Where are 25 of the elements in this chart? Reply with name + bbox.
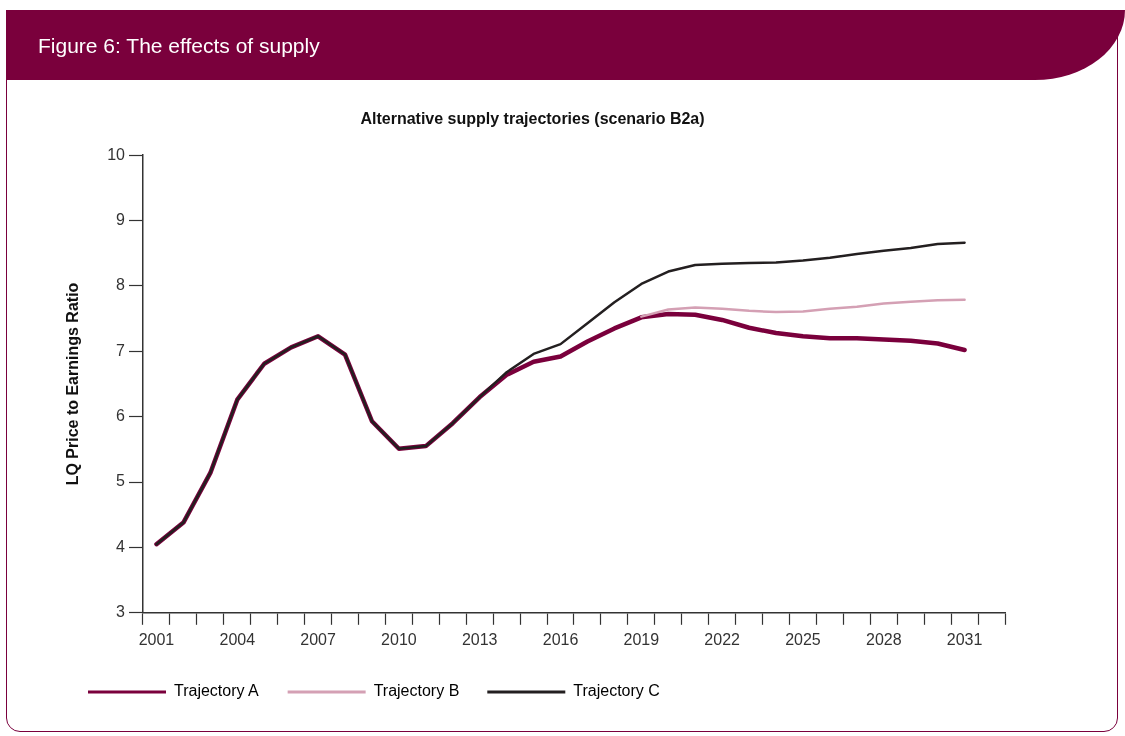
legend-label: Trajectory A	[174, 682, 260, 700]
x-tick-label: 2016	[542, 630, 579, 648]
y-tick-label: 4	[116, 537, 126, 555]
y-tick-label: 5	[116, 472, 126, 490]
y-axis-title: LQ Price to Earnings Ratio	[64, 282, 82, 486]
y-tick-label: 6	[116, 407, 126, 425]
y-tick-label: 7	[116, 341, 126, 359]
x-tick-label: 2007	[300, 630, 336, 648]
x-tick-label: 2010	[381, 630, 417, 648]
chart-title: Figure 6: The effects of supply	[38, 34, 320, 58]
x-tick-label: 2028	[865, 630, 902, 648]
y-tick-label: 3	[116, 603, 126, 621]
legend-label: Trajectory B	[373, 682, 460, 700]
y-tick-label: 8	[116, 276, 126, 294]
x-tick-label: 2013	[461, 630, 498, 648]
chart-subtitle: Alternative supply trajectories (scenario B2a)	[360, 110, 705, 128]
x-tick-label: 2004	[219, 630, 256, 648]
y-tick-label: 10	[107, 145, 126, 163]
y-tick-label: 9	[116, 210, 126, 228]
x-tick-label: 2022	[704, 630, 741, 648]
x-tick-label: 2031	[946, 630, 983, 648]
x-tick-label: 2025	[785, 630, 821, 648]
legend-label: Trajectory C	[573, 682, 660, 700]
x-tick-label: 2019	[623, 630, 660, 648]
x-tick-label: 2001	[138, 630, 175, 648]
